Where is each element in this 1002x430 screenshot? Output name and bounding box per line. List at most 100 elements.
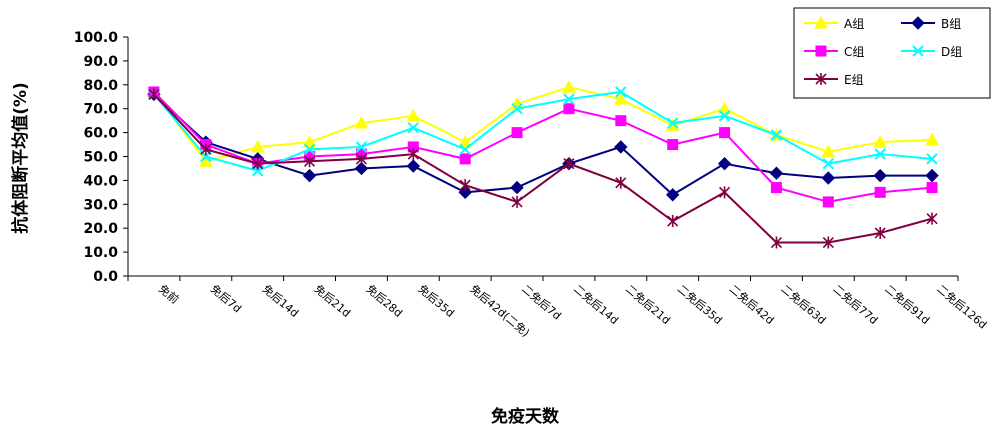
x-axis: 免前 免后7d 免后14d 免后21d 免后28d 免后35d 免后42d(二免)二免后7d… [127,275,990,340]
data-point [615,86,627,98]
y-tick-label: 20.0 [83,221,118,237]
y-tick-label: 60.0 [83,126,118,142]
data-point [200,143,212,156]
y-tick-label: 30.0 [83,197,118,213]
data-point [719,127,731,139]
data-point [925,132,939,146]
series-5 [148,88,938,249]
data-point [252,157,264,170]
data-point [718,186,731,199]
data-point [303,143,316,156]
legend: A组 B组 C组 D组 E组 [793,7,991,99]
y-tick-label: 90.0 [83,54,118,70]
data-point [718,110,731,122]
legend-label: D组 [941,45,962,59]
series-line [153,90,933,172]
data-point [821,144,836,158]
data-point [407,122,420,134]
data-point [822,236,834,249]
data-point [407,148,419,161]
x-axis-title: 免疫天数 [491,406,560,427]
data-point [822,196,834,208]
data-point [354,115,369,129]
legend-marker [815,45,827,57]
y-axis: 0.0 10.0 20.0 30.0 40.0 50.0 60.0 70.0 80.0 90.0 1… [74,30,129,285]
data-point [355,152,368,165]
data-point [459,179,471,192]
data-point [302,168,317,183]
legend-label: A组 [844,17,864,31]
data-point [615,176,627,189]
legend-label: E组 [844,73,864,87]
data-point [354,161,369,176]
data-point [873,135,888,148]
data-point [148,88,160,101]
data-point [667,215,679,228]
series-line [153,93,933,244]
legend-item: C组 [804,45,864,59]
legend-marker [815,73,827,85]
series-line [153,86,933,163]
legend-item: D组 [901,45,962,59]
x-tick-label: 二免后77d [830,282,880,327]
x-tick-label: 二免后35d [675,282,725,327]
legend-marker [911,16,925,30]
data-point [666,117,679,129]
legend-item: B组 [901,16,961,31]
data-point [511,102,523,115]
data-point [613,92,628,105]
data-point [873,168,887,183]
data-point [717,156,732,171]
data-point [822,157,835,170]
data-point [770,236,783,249]
legend-marker [814,15,828,29]
legend-item: E组 [804,73,864,87]
data-point [563,103,575,115]
x-tick-label: 二免后63d [779,282,829,327]
data-point [821,171,836,185]
data-point [614,140,628,154]
series-line [153,93,933,196]
x-tick-label: 免后7d [208,282,245,316]
y-tick-label: 50.0 [83,150,118,166]
series-layer [147,80,939,249]
legend-label: B组 [941,17,961,31]
data-point [770,129,783,141]
legend-label: C组 [844,45,864,59]
data-point [926,212,938,225]
y-axis-title: 抗体阻断平均值(%) [10,82,31,234]
data-point [615,115,627,127]
data-point [874,226,886,239]
data-point [926,153,938,165]
data-point [874,148,886,160]
data-point [563,93,575,105]
x-tick-label: 二免后126d [934,282,990,332]
y-tick-label: 10.0 [83,245,118,261]
y-tick-label: 80.0 [83,78,118,94]
data-point [874,186,886,198]
x-tick-label: 免前 [156,282,182,307]
data-point [511,127,523,139]
y-tick-label: 100.0 [74,30,119,46]
legend-marker [912,45,924,57]
x-tick-label: 免后28d [364,282,406,320]
legend-item: A组 [804,15,864,31]
data-point [303,155,316,168]
x-tick-label: 二免后42d [727,282,777,327]
data-point [665,188,680,202]
data-point [770,182,782,194]
y-tick-label: 70.0 [83,102,118,118]
x-tick-label: 二免后14d [571,282,621,327]
data-point [769,166,784,180]
data-point [562,80,576,93]
data-point [355,141,368,153]
data-point [458,135,473,148]
data-point [510,180,524,195]
y-tick-label: 40.0 [83,173,118,189]
data-point [302,135,317,148]
data-point [717,101,732,115]
x-tick-label: 免后14d [260,282,302,320]
x-tick-label: 二免后91d [882,282,932,327]
data-point [406,159,421,173]
